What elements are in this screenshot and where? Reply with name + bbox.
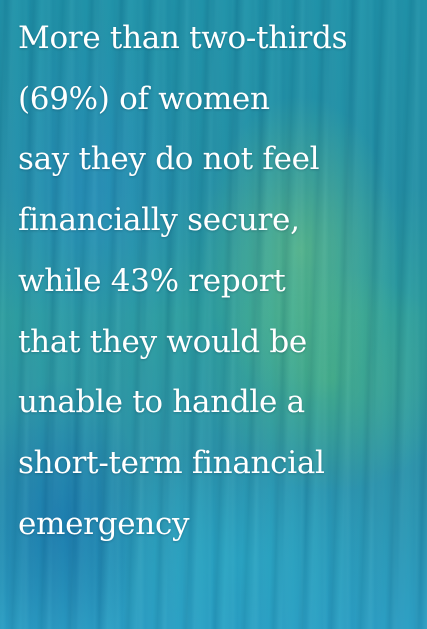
quote-line: financially secure, — [18, 202, 300, 239]
quote-line: say they do not feel — [18, 141, 320, 178]
statistic-quote: More than two-thirds (69%) of women say … — [18, 8, 419, 554]
quote-line: (69%) of women — [18, 80, 270, 117]
quote-line: short-term financial — [18, 444, 325, 481]
quote-line: emergency — [18, 505, 190, 542]
quote-line: that they would be — [18, 323, 307, 360]
quote-line: More than two-thirds — [18, 20, 348, 56]
quote-line: while 43% report — [18, 262, 286, 299]
quote-line: unable to handle a — [18, 384, 305, 421]
